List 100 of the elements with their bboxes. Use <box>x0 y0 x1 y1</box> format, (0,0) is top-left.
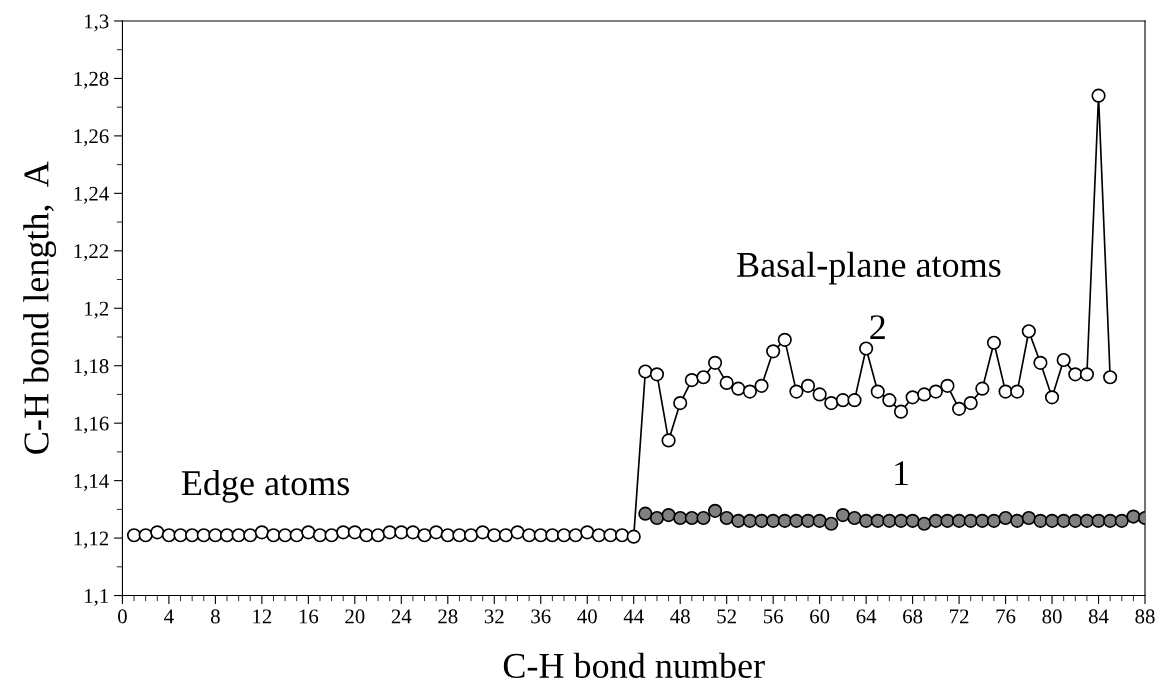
point <box>1056 352 1071 368</box>
point <box>835 393 850 408</box>
point <box>986 335 1002 350</box>
point <box>928 384 943 399</box>
point <box>289 528 304 543</box>
point <box>336 525 351 540</box>
x-tick-label: 16 <box>299 609 319 624</box>
point <box>405 525 421 540</box>
point <box>452 528 467 543</box>
annotation: Edge atoms <box>181 469 350 503</box>
point <box>975 381 990 396</box>
point <box>719 510 734 526</box>
point <box>429 525 444 540</box>
point <box>1091 88 1106 103</box>
point <box>522 528 537 543</box>
point <box>673 395 688 411</box>
point <box>394 525 409 540</box>
x-tick-label: 48 <box>670 609 690 624</box>
x-tick-label: 56 <box>763 609 783 624</box>
point <box>986 513 1002 528</box>
point <box>754 378 769 393</box>
point <box>789 384 804 399</box>
point <box>150 525 165 540</box>
point <box>1103 513 1118 528</box>
point <box>893 404 909 419</box>
point <box>208 528 223 543</box>
x-tick-label: 32 <box>484 609 504 624</box>
point <box>1021 510 1036 526</box>
series-label: 1 <box>895 461 908 486</box>
point <box>707 355 723 370</box>
y-axis-title: C-H bond length, A <box>23 161 57 454</box>
point <box>824 516 839 531</box>
point <box>789 513 804 528</box>
point <box>1056 513 1071 528</box>
point <box>754 513 769 528</box>
point <box>673 510 688 526</box>
point <box>1033 355 1048 370</box>
point <box>638 506 653 521</box>
point <box>696 510 711 526</box>
y-tick-label: 1,12 <box>74 531 109 549</box>
point <box>684 372 699 388</box>
point <box>1091 513 1106 528</box>
point <box>556 528 572 543</box>
point <box>475 525 490 540</box>
y-tick-label: 1,28 <box>74 71 109 89</box>
point <box>1010 384 1025 399</box>
point <box>661 508 676 523</box>
point <box>173 528 188 543</box>
point <box>731 513 746 528</box>
point <box>359 528 374 543</box>
point <box>196 528 211 543</box>
x-tick-label: 28 <box>438 609 458 624</box>
annotation: Basal-plane atoms <box>737 251 1001 285</box>
point <box>254 525 269 540</box>
point <box>777 513 792 528</box>
point <box>940 378 955 393</box>
point <box>1103 370 1118 385</box>
x-tick-label: 84 <box>1088 609 1109 624</box>
point <box>440 528 455 543</box>
point <box>905 513 920 528</box>
point <box>498 528 513 543</box>
y-tick-label: 1,26 <box>74 129 109 147</box>
x-tick-label: 36 <box>531 609 551 624</box>
x-tick-label: 88 <box>1135 609 1155 624</box>
point <box>1033 513 1048 528</box>
x-tick-label: 80 <box>1042 609 1062 624</box>
point <box>324 528 339 543</box>
y-tick-label: 1,1 <box>85 589 108 606</box>
point <box>731 381 746 396</box>
point <box>615 528 630 543</box>
point <box>963 395 978 411</box>
point <box>684 510 699 526</box>
point <box>824 395 839 411</box>
point <box>533 528 548 543</box>
x-tick-label: 40 <box>577 609 597 624</box>
point <box>661 433 676 448</box>
point <box>510 525 525 540</box>
x-tick-label: 4 <box>164 609 174 624</box>
point <box>835 508 850 523</box>
point <box>707 503 723 518</box>
x-tick-label: 60 <box>810 609 830 624</box>
x-tick-label: 0 <box>118 609 127 624</box>
point <box>975 513 990 528</box>
point <box>1021 324 1036 339</box>
point <box>870 384 885 399</box>
y-tick-label: 1,18 <box>74 359 109 377</box>
y-tick-label: 1,14 <box>74 474 109 492</box>
point <box>800 513 816 528</box>
point <box>882 513 897 528</box>
point <box>742 384 758 399</box>
point <box>952 513 967 528</box>
point <box>626 529 641 544</box>
point <box>847 510 862 526</box>
point <box>917 387 932 402</box>
point <box>382 525 397 540</box>
point <box>591 528 606 543</box>
point <box>1114 513 1129 528</box>
point <box>312 528 328 543</box>
point <box>1010 513 1025 528</box>
point <box>1044 513 1060 528</box>
